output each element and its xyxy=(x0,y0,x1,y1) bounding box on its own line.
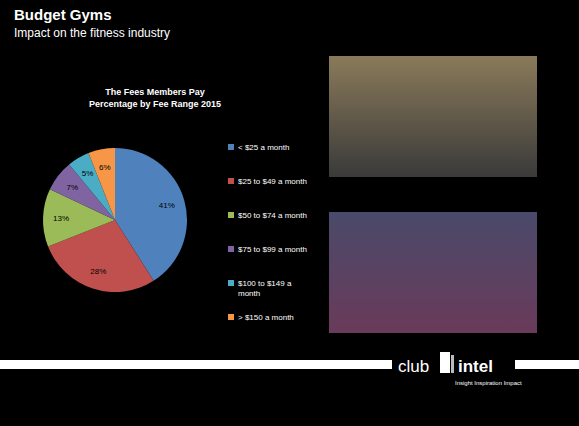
legend-swatch xyxy=(228,178,234,184)
pie xyxy=(43,148,187,292)
data-label: 7% xyxy=(67,183,79,192)
legend-label: < $25 a month xyxy=(238,143,289,152)
logo-text: club xyxy=(398,357,429,376)
chart-subtitle: Percentage by Fee Range 2015 xyxy=(89,99,221,109)
legend: < $25 a month $25 to $49 a month $50 to $7… xyxy=(228,143,307,322)
data-label: 5% xyxy=(82,169,94,178)
logo-tagline: Insight Inspiration Impact xyxy=(455,380,522,386)
data-label: 6% xyxy=(99,163,111,172)
data-label: 13% xyxy=(53,214,69,223)
slide: Budget Gyms Impact on the fitness industr… xyxy=(0,0,579,426)
photo xyxy=(329,212,537,333)
photo xyxy=(329,56,537,177)
legend-label: $75 to $99 a month xyxy=(238,245,307,254)
legend-swatch xyxy=(228,212,234,218)
chart-title: The Fees Members Pay xyxy=(105,87,205,97)
footer-band xyxy=(515,360,579,369)
data-label: 28% xyxy=(90,267,106,276)
legend-label: $25 to $49 a month xyxy=(238,177,307,186)
slide-title: Budget Gyms xyxy=(14,6,112,23)
data-labels: 41% 28% 13% 7%5% 6% xyxy=(53,163,175,276)
data-label: 41% xyxy=(159,201,175,210)
legend-swatch xyxy=(228,314,234,320)
legend-swatch xyxy=(228,144,234,150)
legend-label: $50 to $74 a month xyxy=(238,211,307,220)
logo-icon xyxy=(451,355,454,373)
legend-swatch xyxy=(228,246,234,252)
footer-band xyxy=(0,360,392,369)
logo-icon xyxy=(440,352,450,373)
legend-label: $100 to $149 amonth xyxy=(238,279,292,298)
slide-subtitle: Impact on the fitness industry xyxy=(14,26,170,40)
background xyxy=(0,0,579,426)
legend-label: > $150 a month xyxy=(238,313,294,322)
pie-slice xyxy=(88,148,115,220)
logo-text: intel xyxy=(458,357,493,376)
legend-swatch xyxy=(228,280,234,286)
